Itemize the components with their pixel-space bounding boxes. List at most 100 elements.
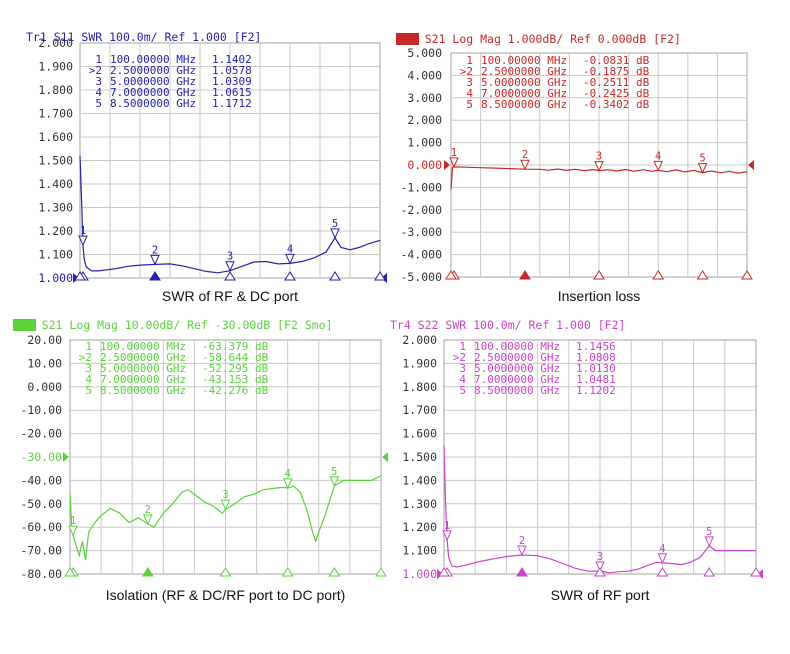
marker-label: 3 <box>597 551 603 563</box>
marker-triangle <box>150 254 160 266</box>
marker-triangle <box>220 499 231 511</box>
marker-label: 1 <box>444 520 450 532</box>
chart-panel-2: 5.000 4.000 3.000 2.000 1.000 0.000 -1.000 -2.0… <box>396 32 754 304</box>
marker-label: 2 <box>152 244 158 256</box>
marker-axis-triangle <box>703 567 716 577</box>
marker-table-value: 1.1402 <box>212 53 252 66</box>
y-tick-label: -20.00 <box>20 427 62 441</box>
title-text: S11 SWR 100.0m/ Ref 1.000 [F2] <box>47 30 262 44</box>
marker-table-freq: 2.5000000 GHz <box>100 351 186 364</box>
marker-table-id: 3 <box>466 76 473 89</box>
marker-table-id: 5 <box>95 97 102 110</box>
trace-label-box <box>13 319 36 331</box>
y-tick-label: 3.000 <box>407 91 442 105</box>
marker-table-id: 4 <box>466 87 473 100</box>
marker-table-value: 1.1456 <box>576 340 616 353</box>
marker-axis-triangle <box>519 270 531 280</box>
marker-label: 5 <box>699 153 705 165</box>
marker-axis-triangle <box>329 271 341 281</box>
marker-axis-triangle <box>284 271 296 281</box>
marker-table-freq: 2.5000000 GHz <box>481 65 567 78</box>
sweep-end-triangle <box>741 270 753 280</box>
y-tick-label: -70.00 <box>20 544 62 558</box>
marker-axis-triangle <box>141 567 154 577</box>
y-tick-label: 1.200 <box>38 224 73 238</box>
marker-table-value: -63.379 dB <box>202 340 269 353</box>
marker-table-value: 1.0578 <box>212 64 252 77</box>
y-tick-label: 1.100 <box>38 248 73 262</box>
marker-label: 2 <box>519 535 525 547</box>
marker-table-value: 1.0481 <box>576 373 616 386</box>
marker-table-freq: 2.5000000 GHz <box>474 351 560 364</box>
marker-table-id: >2 <box>453 351 466 364</box>
marker-triangle <box>653 160 663 172</box>
y-tick-label: -10.00 <box>20 403 62 417</box>
series-line <box>79 155 381 274</box>
marker-triangle <box>68 525 78 537</box>
marker-table-id: 5 <box>466 98 473 111</box>
marker-table: 1 100.00000 MHz 1.1402 >2 2.5000000 GHz 1.057… <box>89 53 252 110</box>
y-tick-label: 20.00 <box>27 333 62 347</box>
marker-triangle <box>330 228 340 240</box>
sweep-end-triangle <box>750 567 762 577</box>
chart-caption: SWR of RF port <box>551 587 650 603</box>
chart-caption: Insertion loss <box>558 288 640 304</box>
marker-label: 3 <box>227 251 233 263</box>
marker-table: 1 100.00000 MHz -63.379 dB >2 2.5000000 GHz -… <box>79 340 269 397</box>
marker-table-value: -52.295 dB <box>202 362 269 375</box>
chart-title: Tr2 S21 Log Mag 1.000dB/ Ref 0.000dB [F2… <box>397 32 681 46</box>
y-tick-label: 2.000 <box>38 36 73 50</box>
y-tick-label: -40.00 <box>20 473 62 487</box>
marker-table-freq: 5.0000000 GHz <box>100 362 186 375</box>
marker-label: 3 <box>596 151 602 163</box>
marker-label: 4 <box>285 468 291 480</box>
trace-label-box <box>396 33 419 45</box>
y-tick-label: 10.00 <box>27 356 62 370</box>
y-tick-label: 2.000 <box>402 333 437 347</box>
marker-table-id: >2 <box>89 64 102 77</box>
y-tick-label: 2.000 <box>407 113 442 127</box>
chart-panel-4: 2.000 1.900 1.800 1.700 1.600 1.500 1.400 1.300… <box>390 318 763 603</box>
marker-table-freq: 8.5000000 GHz <box>110 97 196 110</box>
marker-axis-triangle <box>652 270 665 280</box>
marker-label: 5 <box>331 466 337 478</box>
y-tick-label: -30.00 <box>20 450 62 464</box>
marker-label: 5 <box>332 218 338 230</box>
marker-triangle <box>704 536 714 548</box>
marker-table-value: 1.0309 <box>212 75 252 88</box>
y-tick-label: 1.600 <box>38 130 73 144</box>
chart-panel-1: 2.000 1.900 1.800 1.700 1.600 1.500 1.400 1.300… <box>26 30 387 304</box>
marker-table-freq: 2.5000000 GHz <box>110 64 196 77</box>
marker-table-freq: 7.0000000 GHz <box>100 373 186 386</box>
ref-arrow-right <box>748 160 754 170</box>
marker-triangle <box>594 161 604 172</box>
sweep-start-triangle <box>74 271 86 281</box>
y-tick-label: 1.000 <box>407 136 442 150</box>
marker-axis-triangle <box>516 567 528 577</box>
marker-table-id: >2 <box>460 65 473 78</box>
ref-arrow-right <box>382 452 388 462</box>
chart-panel-3: 20.00 10.00 0.000 -10.00 -20.00 -30.00 -40.00 -… <box>13 318 388 603</box>
marker-triangle <box>329 476 340 488</box>
marker-triangle <box>442 530 452 542</box>
y-tick-label: 1.500 <box>402 450 437 464</box>
marker-table-value: -0.3402 dB <box>583 98 650 111</box>
y-tick-label: 1.000 <box>402 567 437 581</box>
marker-label: 1 <box>70 515 76 527</box>
marker-label: 1 <box>80 225 86 237</box>
y-tick-label: 1.800 <box>402 380 437 394</box>
marker-table-id: 1 <box>85 340 92 353</box>
marker-table-freq: 8.5000000 GHz <box>481 98 567 111</box>
marker-table-id: 5 <box>85 384 92 397</box>
y-tick-label: 1.300 <box>38 201 73 215</box>
chart-title: Tr1 S11 SWR 100.0m/ Ref 1.000 [F2] <box>26 30 261 44</box>
marker-table-value: 1.0808 <box>576 351 616 364</box>
y-tick-label: 1.400 <box>402 473 437 487</box>
y-tick-label: 0.000 <box>27 380 62 394</box>
marker-table-value: 1.0615 <box>212 86 252 99</box>
marker-table-freq: 7.0000000 GHz <box>110 86 196 99</box>
marker-table-value: 1.0130 <box>576 362 616 375</box>
marker-table-freq: 100.00000 MHz <box>481 54 567 67</box>
trace-label: Tr1 <box>26 30 47 44</box>
